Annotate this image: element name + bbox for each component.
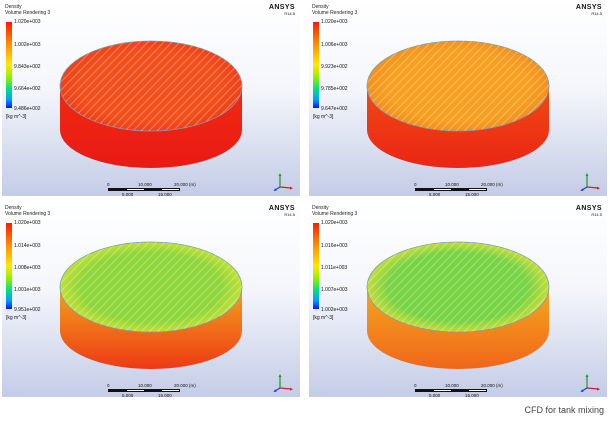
legend-value: 1.014e+003 <box>14 243 41 249</box>
legend-variable: Density <box>312 205 329 211</box>
legend-variable: Density <box>5 4 22 10</box>
scale-label: 0 <box>107 383 110 388</box>
legend-value: 9.785e+002 <box>321 86 348 92</box>
ansys-logo: ANSYS R14.5 <box>269 205 295 217</box>
legend-variable: Density <box>312 4 329 10</box>
brand-version: R14.5 <box>284 212 295 217</box>
legend-colorbar <box>313 223 319 309</box>
scale-label: 0 <box>414 182 417 187</box>
legend-value: 1.011e+003 <box>321 265 348 271</box>
legend-value: 1.002e+003 <box>321 307 348 313</box>
legend-value: 9.923e+002 <box>321 64 348 70</box>
scale-bar-graphic <box>415 188 487 191</box>
ansys-logo: ANSYS R14.5 <box>576 205 602 217</box>
legend-colorbar <box>313 22 319 108</box>
tank-top <box>59 241 243 333</box>
render-panel: Density Volume Rendering 3 1.020e+003 1.002… <box>2 2 300 196</box>
scale-label: 20.000 (m) <box>481 383 503 388</box>
scale-label: 10.000 <box>445 182 459 187</box>
legend-value: 1.008e+003 <box>14 265 41 271</box>
render-panel: Density Volume Rendering 3 1.020e+003 1.014… <box>2 203 300 397</box>
scale-bar: 0 10.000 20.000 (m) 5.000 15.000 <box>102 383 198 397</box>
brand-version: R14.5 <box>591 212 602 217</box>
legend-value: 1.020e+003 <box>14 220 41 226</box>
scale-label: 0 <box>107 182 110 187</box>
scale-label: 5.000 <box>122 192 134 196</box>
tank-cylinder <box>366 40 550 168</box>
scale-label: 0 <box>414 383 417 388</box>
legend-value: 9.486e+002 <box>14 106 41 112</box>
legend-rendering: Volume Rendering 3 <box>5 9 51 16</box>
legend-variable: Density <box>5 205 22 211</box>
axis-triad-icon <box>580 374 600 392</box>
render-panel: Density Volume Rendering 3 1.020e+003 1.006… <box>309 2 607 196</box>
scale-bar-graphic <box>108 389 180 392</box>
brand-name: ANSYS <box>575 205 602 212</box>
scale-label: 20.000 (m) <box>174 383 196 388</box>
axis-triad-icon <box>273 374 293 392</box>
brand-name: ANSYS <box>575 4 602 11</box>
legend-value: 9.951e+002 <box>14 307 41 313</box>
scale-label: 5.000 <box>122 393 134 397</box>
legend-title: Density Volume Rendering 3 <box>312 205 358 217</box>
render-panel: Density Volume Rendering 3 1.020e+003 1.016… <box>309 203 607 397</box>
scale-bar: 0 10.000 20.000 (m) 5.000 15.000 <box>409 182 505 196</box>
scale-bar: 0 10.000 20.000 (m) 5.000 15.000 <box>409 383 505 397</box>
legend-rendering: Volume Rendering 3 <box>312 210 358 217</box>
legend-unit: [kg m^-3] <box>313 315 334 321</box>
legend-colorbar <box>6 223 12 309</box>
legend-value: 1.020e+003 <box>321 220 348 226</box>
brand-version: R14.5 <box>591 11 602 16</box>
legend-value: 1.006e+003 <box>321 42 348 48</box>
axis-triad-icon <box>580 173 600 191</box>
legend-title: Density Volume Rendering 3 <box>5 205 51 217</box>
scale-label: 15.000 <box>158 192 172 196</box>
scale-label: 15.000 <box>158 393 172 397</box>
scale-label: 5.000 <box>429 192 441 196</box>
tank-cylinder <box>59 40 243 168</box>
scale-bar-graphic <box>415 389 487 392</box>
tank-top <box>366 241 550 333</box>
legend-value: 9.843e+002 <box>14 64 41 70</box>
scale-label: 15.000 <box>465 393 479 397</box>
tank-top <box>59 40 243 132</box>
legend-unit: [kg m^-3] <box>313 114 334 120</box>
scale-bar-graphic <box>108 188 180 191</box>
ansys-logo: ANSYS R14.5 <box>269 4 295 16</box>
legend-value: 1.007e+003 <box>321 287 348 293</box>
scale-bar: 0 10.000 20.000 (m) 5.000 15.000 <box>102 182 198 196</box>
legend-colorbar <box>6 22 12 108</box>
legend-unit: [kg m^-3] <box>6 315 27 321</box>
scale-label: 15.000 <box>465 192 479 196</box>
legend-value: 1.001e+003 <box>14 287 41 293</box>
legend-value: 9.647e+002 <box>321 106 348 112</box>
brand-name: ANSYS <box>268 4 295 11</box>
legend-value: 1.020e+003 <box>14 19 41 25</box>
scale-label: 20.000 (m) <box>481 182 503 187</box>
legend-value: 9.664e+002 <box>14 86 41 92</box>
tank-cylinder <box>366 241 550 369</box>
legend-rendering: Volume Rendering 3 <box>312 9 358 16</box>
scale-label: 10.000 <box>445 383 459 388</box>
legend-value: 1.016e+003 <box>321 243 348 249</box>
ansys-logo: ANSYS R14.5 <box>576 4 602 16</box>
brand-version: R14.5 <box>284 11 295 16</box>
legend-title: Density Volume Rendering 3 <box>5 4 51 16</box>
legend-rendering: Volume Rendering 3 <box>5 210 51 217</box>
scale-label: 10.000 <box>138 383 152 388</box>
tank-top <box>366 40 550 132</box>
scale-label: 20.000 (m) <box>174 182 196 187</box>
scale-label: 10.000 <box>138 182 152 187</box>
axis-triad-icon <box>273 173 293 191</box>
tank-cylinder <box>59 241 243 369</box>
legend-value: 1.002e+003 <box>14 42 41 48</box>
figure-caption: CFD for tank mixing <box>524 405 604 415</box>
scale-label: 5.000 <box>429 393 441 397</box>
brand-name: ANSYS <box>268 205 295 212</box>
legend-unit: [kg m^-3] <box>6 114 27 120</box>
legend-value: 1.020e+003 <box>321 19 348 25</box>
legend-title: Density Volume Rendering 3 <box>312 4 358 16</box>
